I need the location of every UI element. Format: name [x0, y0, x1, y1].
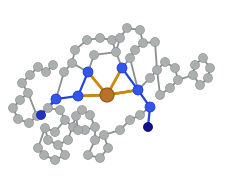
- Circle shape: [188, 70, 197, 80]
- Circle shape: [61, 115, 69, 125]
- Circle shape: [103, 143, 113, 153]
- Circle shape: [36, 111, 45, 119]
- Circle shape: [91, 136, 99, 145]
- Circle shape: [133, 85, 143, 95]
- Circle shape: [51, 156, 60, 164]
- Circle shape: [95, 153, 104, 163]
- Circle shape: [73, 125, 83, 135]
- Circle shape: [174, 75, 183, 84]
- Circle shape: [68, 122, 77, 132]
- Circle shape: [84, 150, 93, 160]
- Circle shape: [70, 46, 80, 54]
- Circle shape: [51, 94, 61, 104]
- Circle shape: [60, 67, 68, 77]
- Circle shape: [67, 59, 76, 67]
- Circle shape: [81, 125, 90, 135]
- Circle shape: [125, 53, 134, 63]
- Circle shape: [190, 60, 199, 70]
- Circle shape: [61, 150, 69, 160]
- Circle shape: [107, 36, 117, 44]
- Circle shape: [91, 122, 99, 132]
- Circle shape: [25, 119, 33, 128]
- Circle shape: [33, 63, 42, 71]
- Circle shape: [99, 130, 109, 139]
- Circle shape: [71, 112, 81, 121]
- Circle shape: [86, 111, 94, 119]
- Circle shape: [32, 112, 41, 121]
- Circle shape: [155, 91, 164, 99]
- Circle shape: [135, 111, 145, 119]
- Circle shape: [204, 74, 213, 83]
- Circle shape: [198, 53, 208, 63]
- Circle shape: [49, 60, 58, 70]
- Circle shape: [18, 78, 27, 88]
- Circle shape: [56, 105, 64, 115]
- Circle shape: [63, 136, 72, 145]
- Circle shape: [33, 143, 42, 153]
- Circle shape: [145, 102, 155, 112]
- Circle shape: [112, 47, 121, 57]
- Circle shape: [8, 104, 18, 112]
- Circle shape: [26, 70, 34, 80]
- Circle shape: [146, 74, 155, 83]
- Circle shape: [125, 115, 134, 125]
- Circle shape: [95, 33, 104, 43]
- Circle shape: [151, 37, 159, 46]
- Circle shape: [117, 63, 127, 73]
- Circle shape: [41, 67, 51, 77]
- Circle shape: [130, 46, 139, 54]
- Circle shape: [206, 64, 215, 73]
- Circle shape: [165, 84, 175, 92]
- Circle shape: [90, 50, 98, 60]
- Circle shape: [73, 91, 83, 101]
- Circle shape: [40, 123, 50, 132]
- Circle shape: [100, 88, 114, 102]
- Circle shape: [153, 66, 161, 74]
- Circle shape: [39, 150, 49, 160]
- Circle shape: [116, 125, 124, 135]
- Circle shape: [51, 128, 60, 136]
- Circle shape: [43, 136, 53, 145]
- Circle shape: [160, 57, 169, 67]
- Circle shape: [43, 104, 53, 112]
- Circle shape: [138, 39, 148, 47]
- Circle shape: [54, 140, 62, 149]
- Circle shape: [144, 122, 153, 132]
- Circle shape: [15, 95, 25, 105]
- Circle shape: [116, 33, 124, 43]
- Circle shape: [195, 81, 205, 90]
- Circle shape: [83, 36, 92, 44]
- Circle shape: [24, 88, 32, 98]
- Circle shape: [171, 64, 180, 73]
- Circle shape: [123, 23, 131, 33]
- Circle shape: [83, 67, 93, 77]
- Circle shape: [135, 26, 145, 35]
- Circle shape: [77, 105, 87, 115]
- Circle shape: [13, 115, 23, 123]
